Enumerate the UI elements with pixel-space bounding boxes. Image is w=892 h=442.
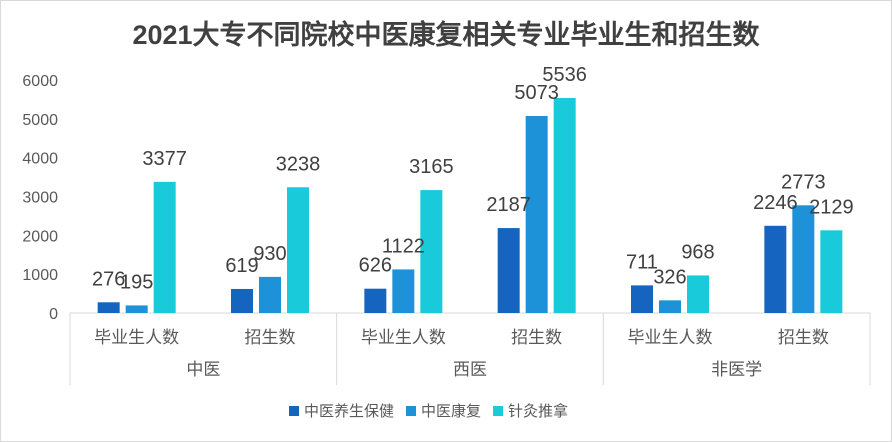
data-label: 5073 bbox=[514, 82, 559, 104]
data-label: 2246 bbox=[753, 192, 798, 214]
bar-series-1-category-5 bbox=[631, 285, 653, 313]
data-label: 930 bbox=[253, 243, 286, 265]
bar-series-3-category-2 bbox=[287, 187, 309, 313]
legend-swatch bbox=[406, 406, 417, 416]
y-tick-label: 5000 bbox=[22, 112, 58, 129]
y-tick-label: 1000 bbox=[22, 267, 58, 284]
x-category-label: 毕业生人数 bbox=[628, 328, 713, 347]
x-category-label: 毕业生人数 bbox=[361, 328, 446, 347]
bar-series-3-category-1 bbox=[153, 181, 176, 313]
data-label: 276 bbox=[92, 268, 125, 290]
data-label: 2187 bbox=[486, 194, 531, 216]
bar-series-1-category-4 bbox=[497, 228, 520, 313]
data-label: 3165 bbox=[409, 156, 454, 178]
x-category-label: 毕业生人数 bbox=[94, 328, 179, 347]
chart-title: 2021大专不同院校中医康复相关专业毕业生和招生数 bbox=[132, 19, 760, 50]
data-label: 3238 bbox=[276, 153, 321, 175]
bar-series-3-category-4 bbox=[553, 98, 576, 313]
bar-series-2-category-2 bbox=[259, 276, 281, 313]
data-label: 2773 bbox=[781, 171, 826, 193]
y-tick-label: 3000 bbox=[22, 190, 58, 207]
data-label: 1122 bbox=[382, 235, 425, 257]
legend-item: 针灸推拿 bbox=[493, 402, 568, 420]
data-label: 2129 bbox=[809, 196, 854, 218]
data-labels: 276 619 626 2187 711 2246 195 930 1122 5073 326 277… bbox=[92, 64, 854, 293]
x-category-label: 招生数 bbox=[245, 328, 296, 347]
y-tick-label: 4000 bbox=[22, 151, 58, 168]
category-axis: 中医 西医 非医学 毕业生人数 招生数 毕业生人数 招生数 毕业生人数 招生数 bbox=[69, 312, 871, 385]
y-tick-label: 2000 bbox=[22, 228, 58, 245]
x-category-label: 招生数 bbox=[778, 328, 829, 347]
x-group-label: 西医 bbox=[453, 360, 487, 379]
y-tick-label: 0 bbox=[49, 306, 58, 323]
data-label: 619 bbox=[225, 255, 258, 277]
x-group-label: 中医 bbox=[186, 360, 220, 379]
data-label: 5536 bbox=[542, 64, 587, 86]
legend-swatch bbox=[493, 406, 504, 416]
legend-swatch bbox=[289, 406, 299, 416]
value-axis: 0 1000 2000 3000 4000 5000 6000 bbox=[22, 73, 58, 323]
bar-series-2-category-5 bbox=[659, 300, 681, 313]
data-label: 326 bbox=[653, 266, 686, 288]
bar-series-2-category-6 bbox=[792, 205, 815, 313]
legend-item: 中医养生保健 bbox=[289, 403, 394, 420]
bar-series-1-category-6 bbox=[764, 225, 787, 313]
bars bbox=[97, 98, 843, 313]
x-group-label: 非医学 bbox=[711, 360, 762, 379]
legend-item: 中医康复 bbox=[406, 402, 481, 420]
data-label: 626 bbox=[359, 255, 392, 277]
legend: 中医养生保健 中医康复 针灸推拿 bbox=[289, 402, 568, 420]
bar-series-1-category-2 bbox=[231, 288, 253, 313]
bar-series-2-category-1 bbox=[125, 305, 148, 313]
bar-series-3-category-6 bbox=[820, 230, 843, 313]
bar-series-2-category-3 bbox=[392, 269, 415, 313]
bar-series-3-category-5 bbox=[687, 275, 709, 313]
legend-label: 中医康复 bbox=[421, 402, 481, 420]
bar-series-1-category-1 bbox=[97, 302, 120, 313]
bar-series-3-category-3 bbox=[420, 190, 443, 313]
x-category-label: 招生数 bbox=[511, 328, 562, 347]
legend-label: 中医养生保健 bbox=[304, 403, 394, 420]
data-label: 195 bbox=[120, 271, 153, 293]
legend-label: 针灸推拿 bbox=[508, 402, 568, 420]
bar-series-2-category-4 bbox=[525, 115, 548, 313]
data-label: 968 bbox=[681, 241, 714, 263]
bar-series-1-category-3 bbox=[364, 288, 387, 313]
data-label: 711 bbox=[626, 251, 658, 273]
data-label: 3377 bbox=[142, 148, 187, 170]
y-tick-label: 6000 bbox=[22, 73, 58, 90]
